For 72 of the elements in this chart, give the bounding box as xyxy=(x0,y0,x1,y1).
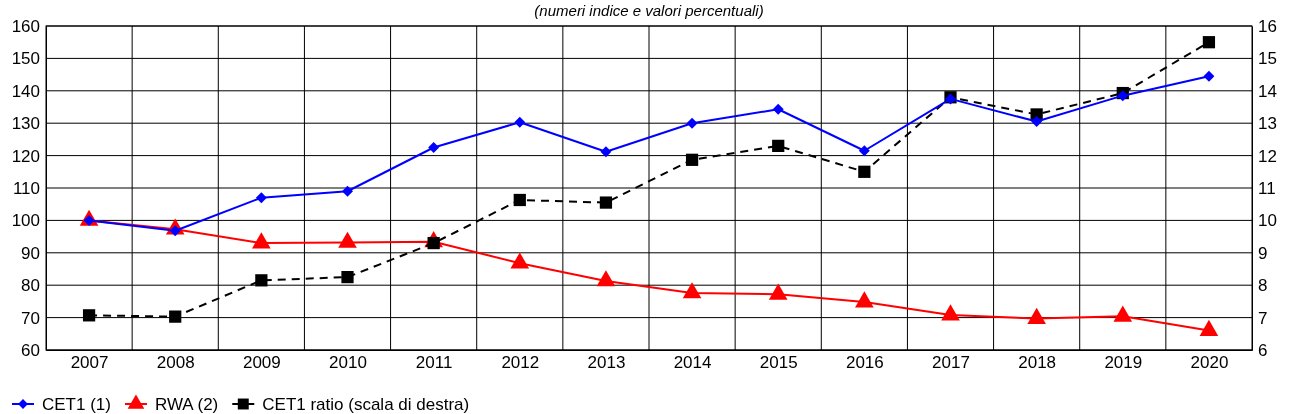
point xyxy=(510,252,530,269)
x-tick-label: 2015 xyxy=(759,353,798,373)
y2-tick-label: 15 xyxy=(1258,49,1277,69)
y2-tick-label: 11 xyxy=(1258,178,1276,198)
y2-tick-label: 10 xyxy=(1258,211,1277,231)
x-tick-label: 2008 xyxy=(156,353,195,373)
point xyxy=(772,103,784,115)
y-tick-label: 110 xyxy=(12,178,40,198)
x-tick-label: 2019 xyxy=(1104,353,1143,373)
legend-label: CET1 (1) xyxy=(42,395,111,414)
y2-tick-label: 6 xyxy=(1258,340,1268,360)
point xyxy=(596,270,616,287)
x-tick-label: 2007 xyxy=(70,353,109,373)
point xyxy=(342,185,353,197)
point xyxy=(686,117,698,129)
point xyxy=(255,274,268,287)
legend-label: CET1 ratio (scala di destra) xyxy=(262,395,470,414)
y2-tick-label: 13 xyxy=(1258,114,1277,134)
point xyxy=(513,193,526,207)
y-tick-label: 90 xyxy=(21,243,40,263)
y2-tick-label: 9 xyxy=(1258,243,1268,263)
point xyxy=(82,309,96,322)
y2-tick-label: 14 xyxy=(1258,81,1277,101)
point xyxy=(1117,90,1129,102)
y-tick-label: 140 xyxy=(11,81,40,101)
y-tick-label: 120 xyxy=(11,146,40,166)
point xyxy=(1199,319,1219,336)
point xyxy=(169,310,182,323)
y2-tick-label: 7 xyxy=(1258,308,1268,328)
point xyxy=(338,231,357,248)
y-tick-label: 80 xyxy=(21,276,40,296)
y-tick-label: 60 xyxy=(21,340,40,360)
y-tick-label: 150 xyxy=(11,49,40,69)
point xyxy=(941,304,960,321)
point xyxy=(1031,116,1043,128)
point xyxy=(685,153,699,166)
x-tick-label: 2020 xyxy=(1190,353,1229,373)
x-tick-label: 2018 xyxy=(1018,353,1057,373)
point xyxy=(858,145,870,157)
legend-label: RWA (2) xyxy=(154,395,219,414)
x-tick-label: 2017 xyxy=(932,353,970,373)
point xyxy=(600,146,612,158)
point xyxy=(1202,36,1216,49)
y2-tick-label: 8 xyxy=(1258,276,1268,296)
point xyxy=(1203,70,1215,82)
point xyxy=(858,165,871,178)
y-tick-label: 130 xyxy=(11,114,40,134)
y2-tick-label: 16 xyxy=(1258,16,1277,36)
chart-subtitle: (numeri indice e valori percentuali) xyxy=(534,2,764,19)
point xyxy=(252,232,271,249)
point xyxy=(772,139,785,152)
x-tick-label: 2011 xyxy=(415,353,453,373)
point xyxy=(599,196,613,209)
point xyxy=(514,116,526,128)
point xyxy=(341,270,354,284)
point xyxy=(682,282,702,299)
point xyxy=(768,283,788,300)
point xyxy=(855,291,874,308)
point xyxy=(1113,305,1133,322)
y2-tick-label: 12 xyxy=(1258,146,1277,166)
point xyxy=(255,192,267,204)
x-tick-label: 2013 xyxy=(587,353,626,373)
x-tick-label: 2010 xyxy=(329,353,367,373)
x-tick-label: 2012 xyxy=(501,353,540,373)
point xyxy=(428,142,440,153)
y-tick-label: 100 xyxy=(11,211,40,231)
y-tick-label: 160 xyxy=(11,16,40,36)
y-tick-label: 70 xyxy=(21,308,40,328)
x-tick-label: 2009 xyxy=(242,353,281,373)
x-tick-label: 2014 xyxy=(673,353,712,373)
point xyxy=(1027,307,1046,324)
x-tick-label: 2016 xyxy=(845,353,884,373)
